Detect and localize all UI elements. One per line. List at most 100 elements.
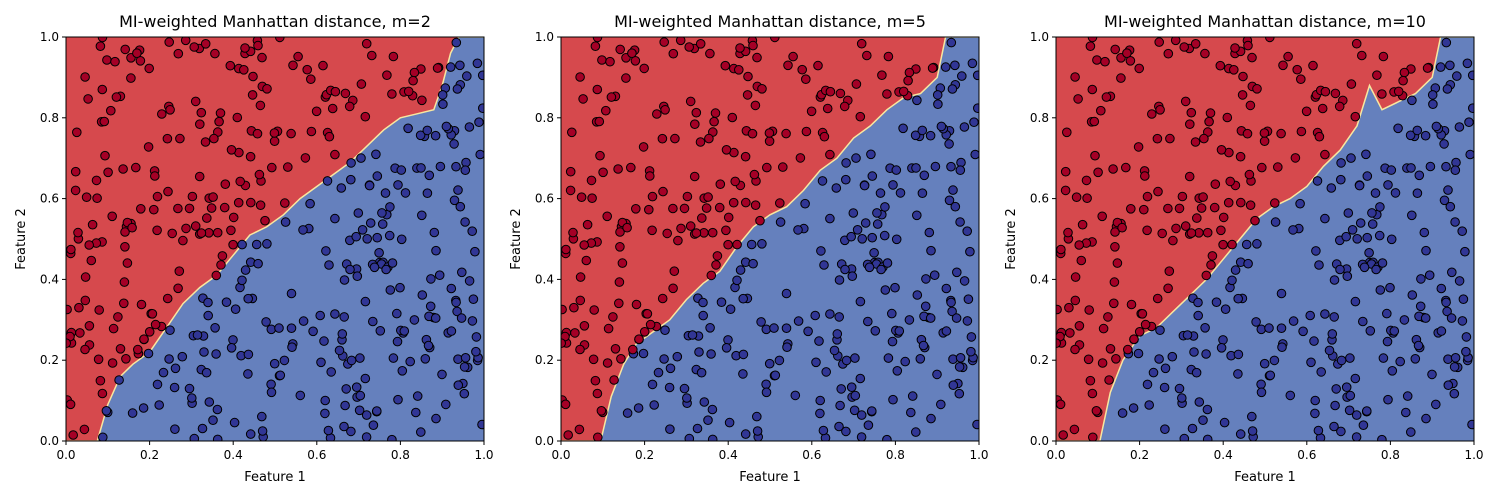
- data-point: [685, 96, 696, 107]
- y-tick-label: 0.4: [40, 272, 59, 286]
- data-point: [1064, 302, 1074, 313]
- data-point: [1264, 323, 1274, 333]
- data-point: [647, 225, 657, 236]
- data-point: [372, 406, 382, 416]
- data-point: [832, 329, 843, 339]
- data-point: [790, 390, 801, 401]
- data-point: [781, 128, 791, 139]
- data-point: [208, 415, 218, 426]
- data-point: [1358, 316, 1368, 327]
- y-tick-label: 0.8: [1030, 111, 1049, 125]
- data-point: [1110, 44, 1120, 55]
- data-point: [1359, 262, 1370, 273]
- data-point: [608, 312, 618, 322]
- data-point: [1160, 363, 1171, 374]
- data-point: [248, 71, 258, 82]
- class1-region: [1056, 37, 1474, 441]
- data-point: [1070, 272, 1081, 282]
- data-point: [1445, 201, 1456, 212]
- data-point: [1190, 39, 1201, 49]
- data-point: [1096, 105, 1106, 116]
- data-point: [864, 262, 875, 273]
- data-point: [203, 297, 213, 308]
- data-point: [689, 171, 700, 182]
- data-point: [793, 225, 803, 235]
- data-point: [98, 432, 108, 441]
- data-point: [944, 195, 955, 206]
- data-point: [761, 379, 771, 390]
- data-point: [969, 117, 979, 127]
- data-point: [275, 370, 286, 381]
- data-point: [1436, 283, 1447, 294]
- data-point: [631, 204, 641, 214]
- data-point: [452, 84, 463, 94]
- data-point: [459, 362, 470, 372]
- data-point: [1313, 425, 1324, 436]
- data-point: [200, 39, 211, 49]
- data-point: [888, 394, 898, 405]
- data-point: [1117, 222, 1127, 233]
- data-point: [778, 162, 788, 172]
- data-point: [659, 354, 669, 364]
- data-point: [1100, 56, 1110, 67]
- data-point: [84, 240, 94, 250]
- data-point: [834, 312, 845, 322]
- data-point: [181, 223, 191, 234]
- data-point: [1243, 40, 1253, 51]
- data-point: [951, 313, 962, 323]
- y-axis-label: Feature 2: [14, 208, 29, 270]
- data-point: [1296, 126, 1307, 137]
- data-point: [100, 150, 110, 161]
- data-point: [1218, 335, 1228, 345]
- data-point: [1464, 117, 1474, 127]
- x-tick-label: 1.0: [969, 448, 988, 462]
- data-point: [1159, 382, 1170, 393]
- data-point: [360, 373, 371, 384]
- panel-m5: MI-weighted Manhattan distance, m=5 0.0 0…: [509, 12, 989, 485]
- data-point: [732, 275, 742, 286]
- data-point: [1435, 62, 1446, 72]
- data-point: [228, 335, 238, 345]
- data-point: [293, 51, 303, 62]
- data-point: [326, 367, 337, 377]
- data-point: [1235, 151, 1246, 162]
- data-point: [1436, 326, 1447, 336]
- data-point: [424, 170, 435, 181]
- data-point: [1367, 208, 1377, 218]
- data-point: [806, 106, 817, 117]
- data-point: [131, 162, 141, 173]
- data-point: [1081, 175, 1092, 186]
- data-point: [245, 429, 256, 439]
- data-point: [912, 95, 922, 106]
- data-point: [863, 316, 873, 327]
- data-point: [846, 382, 857, 393]
- x-tick-label: 0.8: [391, 448, 410, 462]
- data-point: [602, 211, 613, 222]
- data-point: [880, 285, 891, 295]
- data-point: [298, 316, 309, 326]
- data-point: [1425, 161, 1436, 172]
- data-point: [1462, 58, 1473, 69]
- data-point: [687, 330, 698, 340]
- data-point: [679, 383, 690, 394]
- data-point: [1330, 88, 1341, 99]
- data-point: [574, 424, 585, 435]
- data-point: [665, 424, 675, 435]
- data-point: [1056, 304, 1062, 315]
- data-point: [593, 432, 603, 441]
- data-point: [320, 395, 331, 406]
- data-point: [740, 429, 751, 439]
- data-point: [596, 406, 607, 416]
- data-point: [644, 204, 654, 215]
- data-point: [135, 56, 146, 66]
- y-tick-label: 0.6: [535, 192, 554, 206]
- data-point: [589, 305, 600, 315]
- data-point: [1320, 213, 1330, 224]
- data-point: [669, 266, 680, 277]
- data-point: [1306, 357, 1316, 368]
- data-point: [1089, 116, 1100, 127]
- data-point: [684, 433, 695, 441]
- data-point: [392, 308, 402, 319]
- data-point: [1442, 84, 1453, 94]
- data-point: [1233, 349, 1244, 360]
